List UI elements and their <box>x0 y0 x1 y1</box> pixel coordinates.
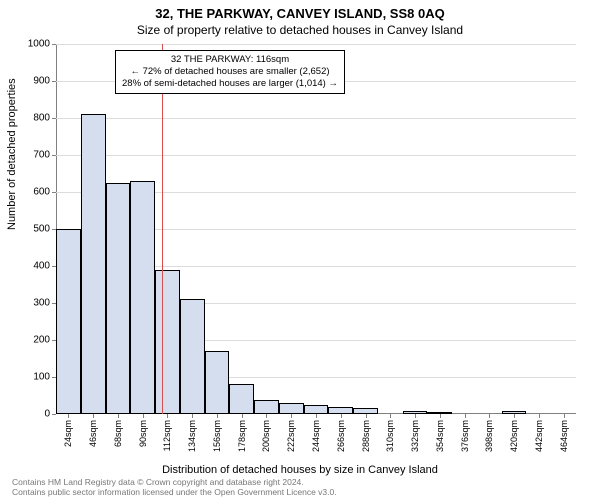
chart-container: 32, THE PARKWAY, CANVEY ISLAND, SS8 0AQ … <box>0 0 600 500</box>
x-tick-label: 332sqm <box>410 420 420 452</box>
x-tick-label: 288sqm <box>361 420 371 452</box>
annotation-box: 32 THE PARKWAY: 116sqm← 72% of detached … <box>115 50 345 94</box>
x-tick-label: 354sqm <box>435 420 445 452</box>
x-tick-label: 222sqm <box>286 420 296 452</box>
histogram-bar <box>180 299 205 414</box>
y-tick-label: 1000 <box>28 39 50 50</box>
x-tick-label: 442sqm <box>534 420 544 452</box>
y-tick-mark <box>52 81 56 82</box>
x-tick-label: 244sqm <box>311 420 321 452</box>
grid-line <box>56 44 576 45</box>
plot-area: 0100200300400500600700800900100024sqm46s… <box>56 44 576 414</box>
reference-line <box>162 44 163 414</box>
x-tick-label: 376sqm <box>460 420 470 452</box>
y-tick-label: 200 <box>33 335 50 346</box>
histogram-bar <box>155 270 180 414</box>
histogram-bar <box>279 403 304 414</box>
x-tick-mark <box>93 414 94 418</box>
y-tick-mark <box>52 155 56 156</box>
x-tick-mark <box>266 414 267 418</box>
histogram-bar <box>106 183 131 414</box>
x-tick-mark <box>242 414 243 418</box>
y-tick-label: 900 <box>33 76 50 87</box>
y-tick-mark <box>52 118 56 119</box>
histogram-bar <box>229 384 254 414</box>
y-tick-mark <box>52 192 56 193</box>
y-tick-label: 700 <box>33 150 50 161</box>
title-sub: Size of property relative to detached ho… <box>0 21 600 37</box>
x-tick-mark <box>341 414 342 418</box>
histogram-bar <box>254 400 279 414</box>
histogram-bar <box>328 407 353 414</box>
x-tick-mark <box>564 414 565 418</box>
footnote: Contains HM Land Registry data © Crown c… <box>12 478 337 498</box>
x-tick-label: 90sqm <box>138 420 148 447</box>
x-tick-label: 46sqm <box>88 420 98 447</box>
y-tick-label: 400 <box>33 261 50 272</box>
x-tick-mark <box>390 414 391 418</box>
title-main: 32, THE PARKWAY, CANVEY ISLAND, SS8 0AQ <box>0 0 600 21</box>
x-tick-label: 178sqm <box>237 420 247 452</box>
x-tick-label: 156sqm <box>212 420 222 452</box>
y-tick-label: 0 <box>44 409 50 420</box>
x-tick-label: 24sqm <box>63 420 73 447</box>
x-tick-mark <box>539 414 540 418</box>
y-tick-label: 800 <box>33 113 50 124</box>
footnote-line2: Contains public sector information licen… <box>12 488 337 498</box>
y-tick-label: 300 <box>33 298 50 309</box>
annotation-line2: ← 72% of detached houses are smaller (2,… <box>122 66 338 78</box>
y-tick-label: 600 <box>33 187 50 198</box>
x-tick-label: 420sqm <box>509 420 519 452</box>
x-tick-mark <box>489 414 490 418</box>
x-tick-mark <box>118 414 119 418</box>
y-tick-label: 100 <box>33 372 50 383</box>
x-tick-label: 112sqm <box>162 420 172 451</box>
grid-line <box>56 118 576 119</box>
x-tick-mark <box>167 414 168 418</box>
x-tick-mark <box>217 414 218 418</box>
annotation-line3: 28% of semi-detached houses are larger (… <box>122 78 338 90</box>
y-tick-label: 500 <box>33 224 50 235</box>
x-tick-mark <box>415 414 416 418</box>
x-tick-mark <box>316 414 317 418</box>
histogram-bar <box>130 181 155 414</box>
x-tick-mark <box>514 414 515 418</box>
x-tick-label: 310sqm <box>385 420 395 452</box>
histogram-bar <box>56 229 81 414</box>
annotation-line1: 32 THE PARKWAY: 116sqm <box>122 54 338 66</box>
x-tick-mark <box>465 414 466 418</box>
histogram-bar <box>205 351 230 414</box>
x-tick-mark <box>440 414 441 418</box>
x-tick-mark <box>68 414 69 418</box>
x-axis-label: Distribution of detached houses by size … <box>0 464 600 476</box>
grid-line <box>56 155 576 156</box>
histogram-bar <box>81 114 106 414</box>
x-tick-label: 398sqm <box>484 420 494 452</box>
x-tick-label: 266sqm <box>336 420 346 452</box>
x-tick-label: 200sqm <box>261 420 271 452</box>
x-tick-label: 68sqm <box>113 420 123 447</box>
histogram-bar <box>304 405 329 414</box>
x-tick-mark <box>192 414 193 418</box>
x-tick-mark <box>143 414 144 418</box>
x-tick-label: 134sqm <box>187 420 197 452</box>
y-axis-label: Number of detached properties <box>6 78 18 230</box>
x-tick-mark <box>291 414 292 418</box>
y-tick-mark <box>52 414 56 415</box>
x-tick-mark <box>366 414 367 418</box>
y-tick-mark <box>52 44 56 45</box>
x-tick-label: 464sqm <box>559 420 569 452</box>
